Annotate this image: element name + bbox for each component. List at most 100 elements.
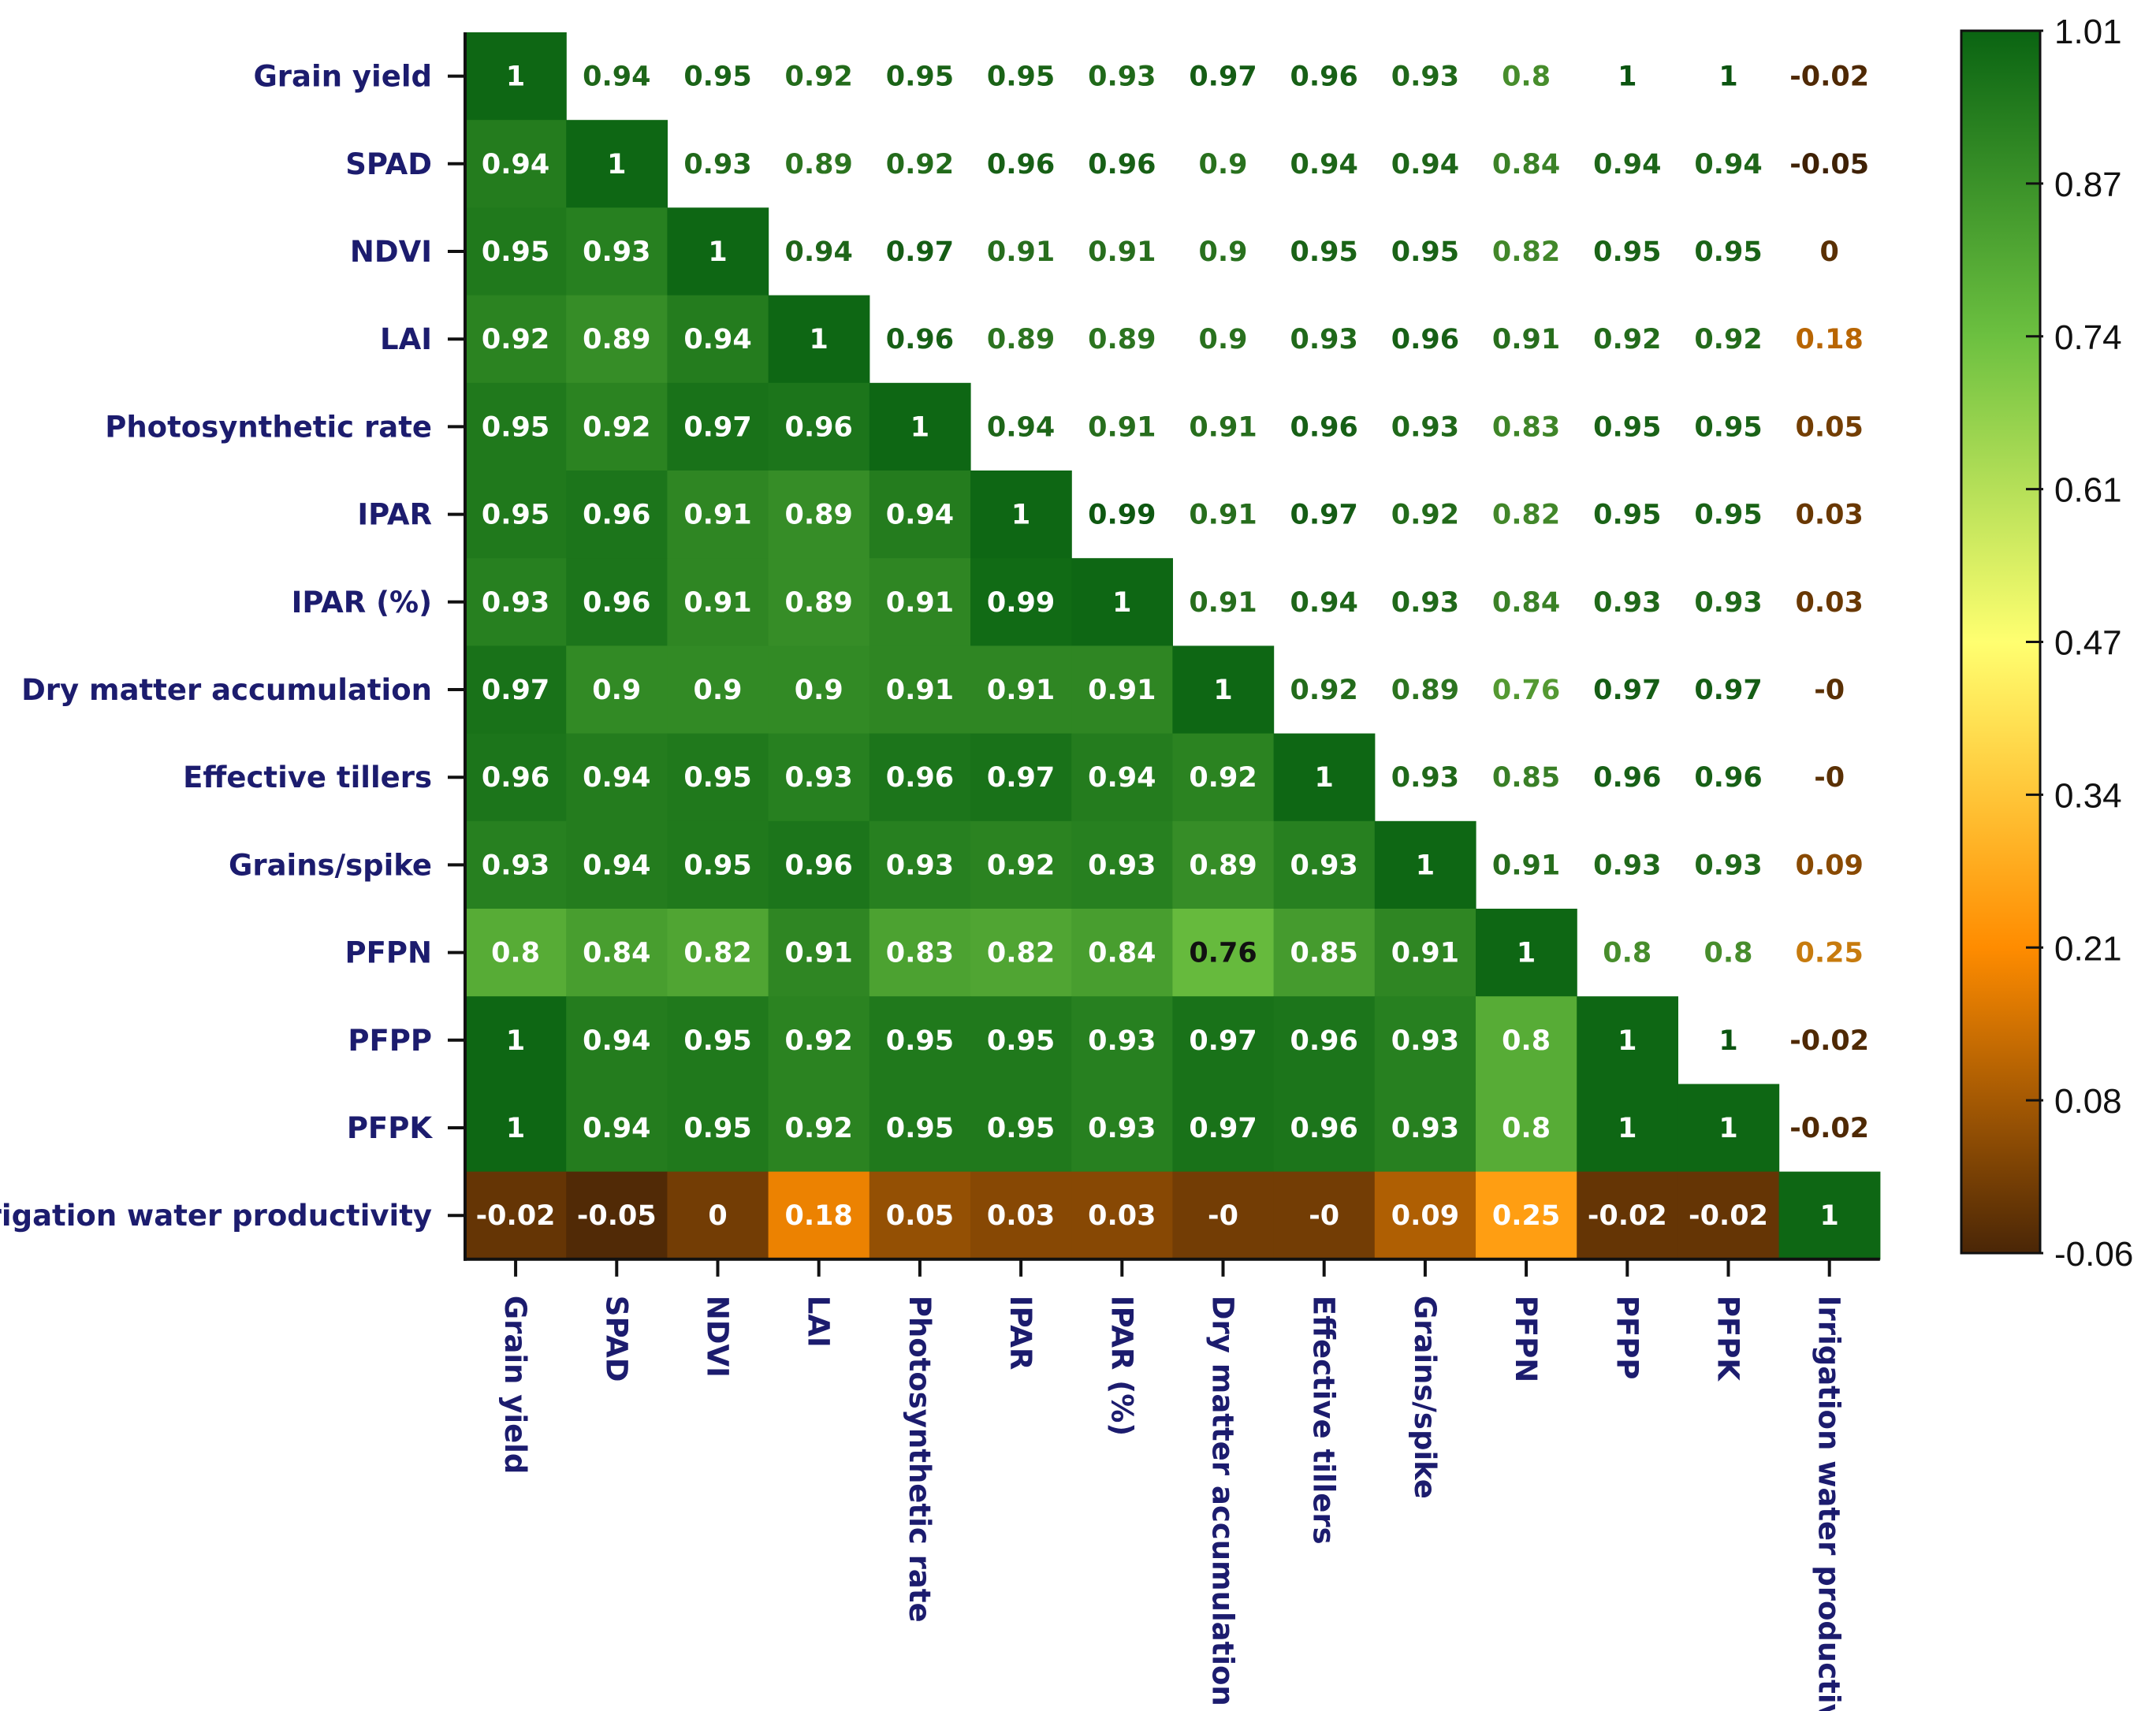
cell-label-0-10: 0.8 [1502,61,1551,93]
cell-label-9-7: 0.89 [1189,850,1257,881]
cell-label-7-6: 0.91 [1088,675,1156,706]
cell-label-4-8: 0.96 [1290,411,1358,443]
heatmap-cell-12-0 [465,1084,567,1173]
cell-label-4-1: 0.92 [583,411,650,443]
cell-label-13-3: 0.18 [785,1200,853,1232]
cell-label-8-7: 0.92 [1189,762,1257,794]
cell-label-13-11: -0.02 [1588,1200,1667,1232]
heatmap-cell-12-9 [1374,1084,1476,1173]
cell-label-6-13: 0.03 [1796,587,1864,619]
heatmap-cell-7-6 [1071,645,1173,735]
cell-label-8-13: -0 [1814,762,1845,794]
cell-label-6-10: 0.84 [1492,587,1560,619]
col-label-spad: SPAD [599,1296,633,1382]
cell-label-1-0: 0.94 [482,149,549,180]
heatmap-cell-12-2 [667,1084,769,1173]
heatmap-cell-7-7 [1172,645,1275,735]
heatmap-cell-4-1 [566,382,668,471]
cell-label-2-13: 0 [1820,236,1839,268]
cell-label-9-6: 0.93 [1088,850,1156,881]
cell-label-6-5: 0.99 [987,587,1055,619]
cell-label-9-13: 0.09 [1796,850,1864,881]
heatmap-cell-7-0 [465,645,567,735]
cell-label-9-2: 0.95 [683,850,751,881]
heatmap-cell-12-4 [869,1084,971,1173]
heatmap-cell-9-8 [1273,820,1376,909]
cell-label-13-8: -0 [1309,1200,1339,1232]
heatmap-cell-13-6 [1071,1171,1173,1260]
cell-label-2-8: 0.95 [1290,236,1358,268]
row-label-pfpn: PFPN [345,936,432,970]
heatmap-cell-11-1 [566,996,668,1084]
cell-label-3-10: 0.91 [1492,324,1560,355]
heatmap-cell-1-1 [566,120,668,208]
cell-label-0-1: 0.94 [583,61,650,93]
cell-label-8-5: 0.97 [987,762,1055,794]
cell-label-7-13: -0 [1814,675,1845,706]
colorbar-label-1: 0.87 [2054,166,2122,204]
cell-label-5-0: 0.95 [482,500,549,531]
heatmap-cell-2-2 [667,207,769,296]
cell-label-1-8: 0.94 [1290,149,1358,180]
cell-label-12-9: 0.93 [1391,1113,1459,1144]
cell-label-13-12: -0.02 [1689,1200,1768,1232]
colorbar-label-6: 0.21 [2054,929,2122,968]
heatmap-cell-12-5 [970,1084,1072,1173]
col-label-ipar: IPAR [1004,1296,1037,1371]
colorbar-label-2: 0.74 [2054,318,2122,357]
cell-label-7-5: 0.91 [987,675,1055,706]
heatmap-cell-10-6 [1071,909,1173,997]
cell-label-6-9: 0.93 [1391,587,1459,619]
col-label-grain-yield: Grain yield [498,1296,532,1475]
heatmap-cell-13-3 [768,1171,870,1260]
heatmap-cell-11-0 [465,996,567,1084]
cell-label-12-2: 0.95 [683,1113,751,1144]
cell-label-2-4: 0.97 [886,236,954,268]
heatmap-cell-10-0 [465,909,567,997]
heatmap-cell-13-12 [1678,1171,1780,1260]
cell-label-1-12: 0.94 [1694,149,1762,180]
heatmap-cell-2-1 [566,207,668,296]
cell-label-9-10: 0.91 [1492,850,1560,881]
cell-label-9-5: 0.92 [987,850,1055,881]
heatmap-cell-11-4 [869,996,971,1084]
heatmap-cell-11-7 [1172,996,1275,1084]
heatmap-cell-3-3 [768,295,870,384]
heatmap-cell-7-1 [566,645,668,735]
cell-label-10-10: 1 [1517,938,1536,969]
cell-label-0-5: 0.95 [987,61,1055,93]
row-label-grain-yield: Grain yield [253,60,432,94]
cell-label-3-7: 0.9 [1198,324,1247,355]
cell-label-10-2: 0.82 [683,938,751,969]
cell-label-5-6: 0.99 [1088,500,1156,531]
heatmap-cell-12-1 [566,1084,668,1173]
cell-label-1-7: 0.9 [1198,149,1247,180]
heatmap-cells [465,32,1881,1260]
cell-label-3-11: 0.92 [1593,324,1661,355]
heatmap-cell-2-0 [465,207,567,296]
heatmap-cell-6-6 [1071,558,1173,646]
cell-label-7-4: 0.91 [886,675,954,706]
cell-label-5-7: 0.91 [1189,500,1257,531]
heatmap-cell-6-1 [566,558,668,646]
col-label-grains-spike: Grains/spike [1408,1296,1442,1499]
cell-label-5-4: 0.94 [886,500,954,531]
cell-label-10-3: 0.91 [785,938,853,969]
cell-label-7-9: 0.89 [1391,675,1459,706]
heatmap-cell-12-12 [1678,1084,1780,1173]
cell-label-5-3: 0.89 [785,500,853,531]
colorbar: 1.01 0.87 0.74 0.61 0.47 0.34 0.21 0.08 -0.06 [1960,13,2133,1274]
cell-label-8-6: 0.94 [1088,762,1156,794]
heatmap-cell-11-5 [970,996,1072,1084]
cell-label-0-9: 0.93 [1391,61,1459,93]
heatmap-cell-7-3 [768,645,870,735]
heatmap-cell-8-8 [1273,733,1376,822]
cell-label-7-8: 0.92 [1290,675,1358,706]
cell-label-3-13: 0.18 [1796,324,1864,355]
cell-label-7-12: 0.97 [1694,675,1762,706]
cell-label-7-11: 0.97 [1593,675,1661,706]
heatmap-cell-labels: 1 0.94 0.95 0.92 0.95 0.95 0.93 0.97 0.96 0.93 0.8… [476,61,1869,1233]
cell-label-0-8: 0.96 [1290,61,1358,93]
heatmap-cell-10-4 [869,909,971,997]
